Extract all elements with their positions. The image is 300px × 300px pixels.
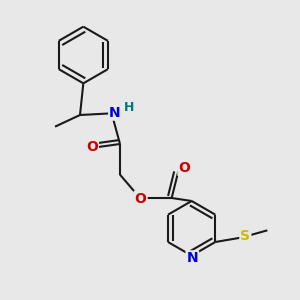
Text: O: O [178,161,190,175]
Text: N: N [109,106,121,120]
Text: O: O [86,140,98,154]
Text: O: O [135,192,147,206]
Text: N: N [187,251,198,265]
Text: H: H [124,101,134,115]
Text: S: S [240,229,250,243]
